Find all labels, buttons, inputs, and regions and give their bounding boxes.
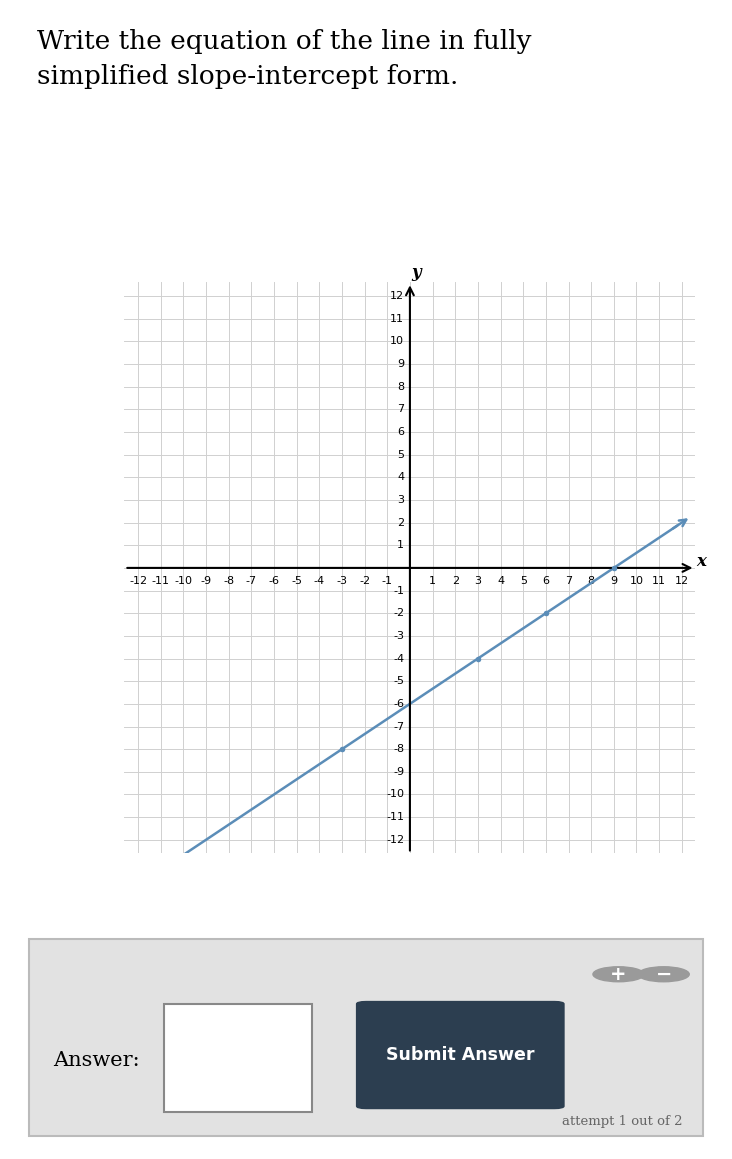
Text: 8: 8: [588, 576, 594, 585]
Text: -3: -3: [337, 576, 348, 585]
Text: -2: -2: [393, 608, 404, 618]
Text: -1: -1: [393, 585, 404, 596]
FancyBboxPatch shape: [164, 1004, 312, 1113]
Text: 1: 1: [429, 576, 436, 585]
Text: -12: -12: [386, 834, 404, 845]
Text: -2: -2: [359, 576, 370, 585]
Text: -10: -10: [174, 576, 193, 585]
Text: 3: 3: [474, 576, 482, 585]
Text: 9: 9: [610, 576, 617, 585]
Text: 6: 6: [542, 576, 549, 585]
Text: Submit Answer: Submit Answer: [386, 1047, 534, 1064]
Text: 7: 7: [397, 404, 404, 414]
Text: x: x: [697, 553, 706, 570]
Text: 8: 8: [397, 381, 404, 392]
Text: -8: -8: [393, 744, 404, 755]
Text: -1: -1: [382, 576, 393, 585]
Text: -3: -3: [393, 630, 404, 641]
Text: -5: -5: [393, 676, 404, 686]
Text: -4: -4: [314, 576, 325, 585]
Text: -11: -11: [152, 576, 170, 585]
FancyBboxPatch shape: [356, 1001, 564, 1109]
Text: +: +: [610, 964, 627, 984]
Text: 3: 3: [397, 495, 404, 505]
Text: -7: -7: [393, 722, 404, 731]
Text: 7: 7: [565, 576, 572, 585]
Text: y: y: [411, 264, 421, 282]
Text: -11: -11: [386, 812, 404, 822]
Text: 6: 6: [397, 427, 404, 437]
Text: 2: 2: [397, 518, 404, 527]
Text: -9: -9: [393, 767, 404, 777]
Text: 4: 4: [497, 576, 504, 585]
FancyBboxPatch shape: [29, 939, 703, 1136]
Text: 10: 10: [390, 336, 404, 347]
Text: 5: 5: [397, 450, 404, 460]
Text: -7: -7: [246, 576, 257, 585]
Text: -12: -12: [129, 576, 147, 585]
Text: simplified slope-intercept form.: simplified slope-intercept form.: [37, 64, 458, 89]
Circle shape: [593, 967, 644, 982]
Text: -10: -10: [386, 789, 404, 800]
Text: -6: -6: [393, 699, 404, 709]
Text: 10: 10: [630, 576, 643, 585]
Text: 11: 11: [390, 314, 404, 323]
Text: Write the equation of the line in fully: Write the equation of the line in fully: [37, 29, 531, 54]
Text: -5: -5: [291, 576, 302, 585]
Text: 2: 2: [452, 576, 459, 585]
Text: -4: -4: [393, 654, 404, 664]
Text: attempt 1 out of 2: attempt 1 out of 2: [562, 1115, 682, 1128]
Circle shape: [638, 967, 690, 982]
Text: 12: 12: [390, 291, 404, 301]
Text: -8: -8: [223, 576, 234, 585]
Text: 9: 9: [397, 359, 404, 369]
Text: Answer:: Answer:: [53, 1051, 140, 1071]
Text: 11: 11: [652, 576, 666, 585]
Text: 12: 12: [675, 576, 689, 585]
Text: -6: -6: [269, 576, 280, 585]
Text: 5: 5: [520, 576, 527, 585]
Text: 4: 4: [397, 472, 404, 482]
Text: -9: -9: [201, 576, 212, 585]
Text: −: −: [655, 964, 672, 984]
Text: 1: 1: [397, 540, 404, 551]
